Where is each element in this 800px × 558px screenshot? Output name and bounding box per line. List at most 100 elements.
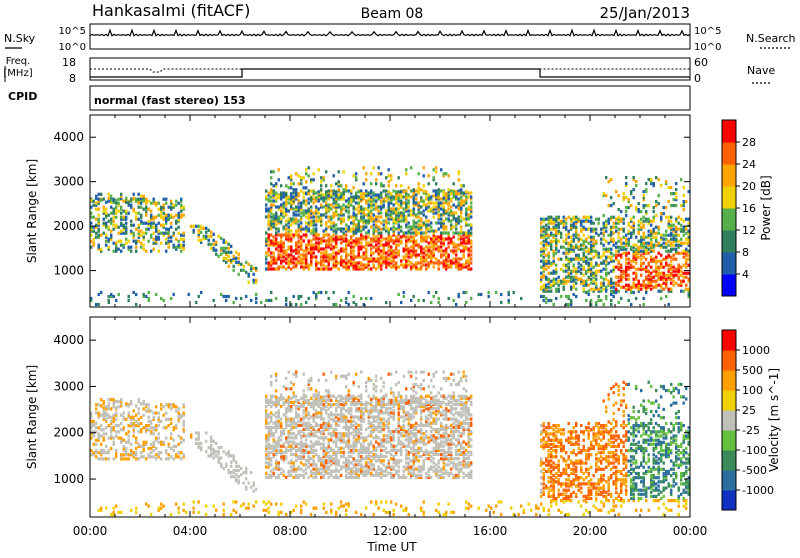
power-echo-cell xyxy=(158,230,160,233)
power-echo-cell xyxy=(685,200,687,203)
power-echo-cell xyxy=(355,213,357,216)
power-echo-cell xyxy=(673,284,675,287)
power-echo-cell xyxy=(640,236,642,239)
power-echo-cell xyxy=(645,291,647,294)
velocity-echo-cell xyxy=(213,440,215,443)
velocity-echo-cell xyxy=(265,405,267,408)
power-echo-cell xyxy=(658,252,660,255)
power-echo-cell xyxy=(388,180,390,183)
power-echo-cell xyxy=(238,273,240,276)
power-echo-cell xyxy=(275,191,277,194)
power-echo-cell xyxy=(423,235,425,238)
power-echo-cell xyxy=(585,270,587,273)
power-echo-cell xyxy=(593,222,595,225)
power-echo-cell xyxy=(578,270,580,273)
power-echo-cell xyxy=(323,247,325,250)
power-echo-cell xyxy=(665,250,667,253)
velocity-echo-cell xyxy=(295,434,297,437)
power-echo-cell xyxy=(663,282,665,285)
power-echo-cell xyxy=(330,253,332,256)
power-echo-cell xyxy=(325,194,327,197)
velocity-echo-cell xyxy=(315,463,317,466)
velocity-echo-cell xyxy=(220,456,222,459)
velocity-echo-cell xyxy=(140,416,142,419)
power-colorbar-tick-label: 16 xyxy=(742,202,756,215)
power-echo-cell xyxy=(320,188,322,191)
velocity-echo-cell xyxy=(150,447,152,450)
power-echo-cell xyxy=(390,265,392,268)
power-echo-cell xyxy=(470,239,472,242)
power-echo-cell xyxy=(163,212,165,215)
power-echo-cell xyxy=(410,225,412,228)
power-echo-cell xyxy=(643,190,645,193)
power-echo-cell xyxy=(445,172,447,175)
power-echo-cell xyxy=(320,213,322,216)
power-echo-cell xyxy=(680,280,682,283)
power-echo-cell xyxy=(135,303,137,306)
power-echo-cell xyxy=(620,210,622,213)
power-echo-cell xyxy=(680,252,682,255)
power-echo-cell xyxy=(423,199,425,202)
power-echo-cell xyxy=(665,180,667,183)
power-echo-cell xyxy=(310,239,312,242)
power-echo-cell xyxy=(658,266,660,269)
cpid-label: CPID xyxy=(8,90,37,103)
velocity-echo-cell xyxy=(328,465,330,468)
velocity-echo-cell xyxy=(233,469,235,472)
power-echo-cell xyxy=(575,282,577,285)
power-echo-cell xyxy=(295,213,297,216)
power-echo-cell xyxy=(675,188,677,191)
power-echo-cell xyxy=(615,266,617,269)
power-echo-cell xyxy=(383,223,385,226)
power-echo-cell xyxy=(560,268,562,271)
power-echo-cell xyxy=(143,232,145,235)
velocity-echo-cell xyxy=(268,422,270,425)
power-echo-cell xyxy=(438,297,440,300)
noise-left-label: N.Sky xyxy=(4,32,36,45)
power-echo-cell xyxy=(365,199,367,202)
power-echo-cell xyxy=(563,270,565,273)
power-echo-cell xyxy=(138,198,140,201)
power-echo-cell xyxy=(328,215,330,218)
power-echo-cell xyxy=(680,242,682,245)
power-echo-cell xyxy=(428,291,430,294)
power-echo-cell xyxy=(298,233,300,236)
power-echo-cell xyxy=(228,251,230,254)
velocity-echo-cell xyxy=(280,430,282,433)
power-echo-cell xyxy=(628,230,630,233)
velocity-echo-cell xyxy=(168,403,170,406)
velocity-echo-cell xyxy=(95,443,97,446)
power-echo-cell xyxy=(368,209,370,212)
velocity-echo-cell xyxy=(150,455,152,458)
power-echo-cell xyxy=(128,212,130,215)
power-echo-cell xyxy=(603,214,605,217)
power-echo-cell xyxy=(123,200,125,203)
power-echo-cell xyxy=(298,182,300,185)
velocity-echo-cell xyxy=(178,451,180,454)
power-echo-cell xyxy=(678,284,680,287)
noise-panel: N.Sky 10^5 10^0 10^5 10^0 N.Search xyxy=(4,24,796,53)
power-echo-cell xyxy=(245,261,247,264)
power-echo-cell xyxy=(120,222,122,225)
power-echo-cell xyxy=(450,237,452,240)
velocity-echo-cell xyxy=(115,424,117,427)
power-echo-cell xyxy=(343,188,345,191)
power-echo-cell xyxy=(395,194,397,197)
velocity-echo-cell xyxy=(265,453,267,456)
power-echo-cell xyxy=(398,211,400,214)
velocity-echo-cell xyxy=(175,409,177,412)
power-echo-cell xyxy=(455,243,457,246)
power-echo-cell xyxy=(343,217,345,220)
power-echo-cell xyxy=(445,199,447,202)
power-echo-cell xyxy=(323,267,325,270)
power-echo-cell xyxy=(353,261,355,264)
power-echo-cell xyxy=(363,207,365,210)
power-echo-cell xyxy=(410,253,412,256)
power-echo-cell xyxy=(640,262,642,265)
power-echo-cell xyxy=(613,291,615,294)
power-echo-cell xyxy=(348,197,350,200)
power-echo-cell xyxy=(353,196,355,199)
power-echo-cell xyxy=(275,257,277,260)
power-echo-cell xyxy=(265,267,267,270)
velocity-echo-cell xyxy=(298,420,300,423)
